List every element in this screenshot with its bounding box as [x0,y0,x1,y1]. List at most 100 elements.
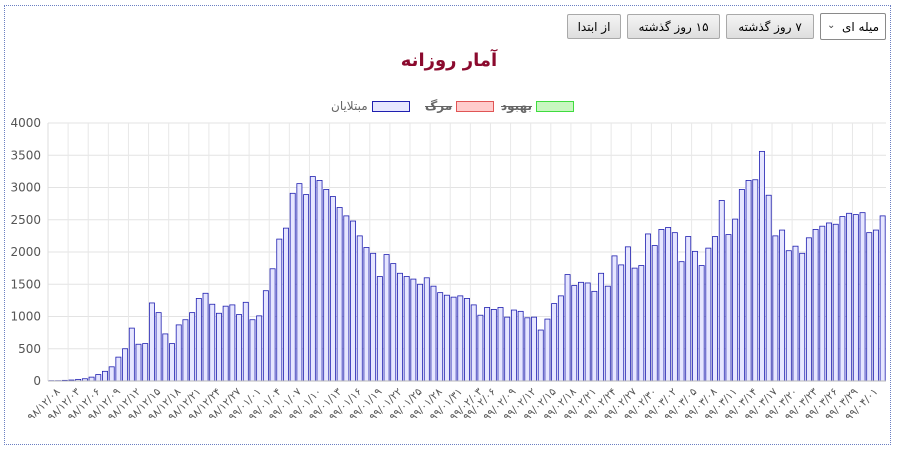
bar [383,254,390,382]
bar [122,348,129,382]
bar [242,301,249,382]
bar [510,309,517,382]
bar [490,309,497,382]
bar [564,274,571,382]
bar [108,366,115,382]
bar [551,303,558,382]
bar [725,234,732,382]
bar [631,267,638,382]
bar [611,255,618,382]
legend-label-deaths: مرگ [425,99,453,113]
bar [329,196,336,382]
bar [651,245,658,382]
bar [504,316,511,382]
bar [826,222,832,382]
bar [323,189,330,382]
bar [866,232,873,382]
bar [872,229,879,382]
bar [443,294,450,382]
legend-item-recovered[interactable]: بهبود [497,98,575,114]
bar [135,343,142,382]
bar [745,180,752,382]
bar [376,276,383,382]
bar [269,268,276,382]
bar [370,252,377,382]
bar [175,324,182,382]
bar [678,261,685,382]
bar [216,312,222,382]
bar [557,295,564,382]
chart-title: آمار روزانه [400,50,498,71]
bar [470,304,477,382]
bar [624,246,631,382]
from-start-button[interactable]: از ابتدا [567,14,621,39]
bar [202,292,209,382]
chart-frame [4,5,891,445]
bar [417,283,424,382]
legend-label-recovered: بهبود [501,99,533,113]
bar [712,236,718,382]
bar [477,314,484,382]
bar [752,179,759,382]
y-tick-label: 2000 [10,245,41,259]
bar [276,238,283,382]
bar [169,343,175,382]
bar [410,278,417,382]
bar [658,229,665,382]
bar [618,264,625,382]
chevron-down-icon: ⌄ [827,20,836,31]
bar [350,220,356,382]
bar [182,319,189,382]
bar [805,237,812,382]
bar [604,285,611,382]
bar [638,265,645,382]
bar [397,272,403,382]
bar [484,307,491,382]
bar [309,176,316,382]
legend-item-infected[interactable]: مبتلایان [327,98,410,114]
bar [517,310,524,382]
bar [189,312,196,382]
bar [403,276,410,382]
bar [102,370,108,382]
bar [423,277,430,382]
bar [772,235,779,382]
bar [879,215,886,382]
bar [390,263,397,382]
bar [343,215,350,382]
y-tick-label: 2500 [10,213,41,227]
bar [450,296,457,382]
bar [705,247,712,382]
last-15-days-button[interactable]: ۱۵ روز گذشته [627,14,720,39]
bar [336,207,343,382]
bar [296,183,303,382]
bar [832,223,839,382]
bar [236,314,243,382]
bar [584,282,591,382]
legend-swatch-infected [371,100,410,112]
bar [524,317,531,382]
last-7-days-button[interactable]: ۷ روز گذشته [726,14,814,39]
bar [316,180,323,382]
bar [759,150,765,382]
legend-item-deaths[interactable]: مرگ [421,98,495,114]
bar [148,302,155,382]
bar [128,327,135,382]
chart-type-select[interactable]: میله ای ⌄ [820,13,886,40]
bar [303,194,310,382]
bar [819,225,826,382]
bar [262,290,269,382]
bar [464,298,470,382]
bar [497,307,504,382]
y-tick-label: 0 [33,374,41,388]
bar [249,319,256,382]
legend-label-infected: مبتلایان [331,99,368,113]
y-tick-label: 1500 [10,277,41,291]
bar [571,285,578,382]
bar [779,229,786,382]
bar [591,290,598,382]
bar [785,250,792,382]
bar [229,304,236,382]
bar [95,374,102,382]
